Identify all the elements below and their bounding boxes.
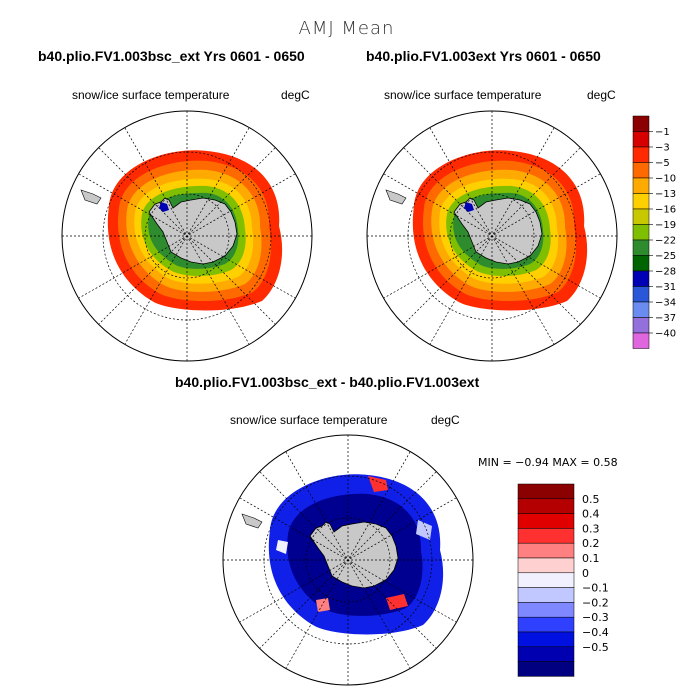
colorbar-label: −19 bbox=[655, 220, 676, 231]
diff-colorbar-label: 0.5 bbox=[582, 493, 600, 506]
weddell-blue-patch bbox=[159, 202, 169, 212]
panel2-case-title: b40.plio.FV1.003ext Yrs 0601 - 0650 bbox=[366, 48, 601, 64]
colorbar-swatch bbox=[632, 317, 650, 334]
diff-colorbar-swatch bbox=[517, 528, 575, 544]
colorbar-label: −3 bbox=[655, 143, 670, 154]
colorbar-swatch bbox=[632, 177, 650, 194]
south-america-tip bbox=[385, 189, 407, 205]
colorbar-label: −40 bbox=[655, 329, 676, 340]
diff-colorbar-swatch bbox=[517, 572, 575, 588]
colorbar-label: −16 bbox=[655, 205, 676, 216]
colorbar-label: −1 bbox=[655, 127, 670, 138]
colorbar-label: −31 bbox=[655, 282, 676, 293]
colorbar-swatch bbox=[632, 162, 650, 179]
colorbar-label: −37 bbox=[655, 313, 676, 324]
colorbar-label: −13 bbox=[655, 189, 676, 200]
diff-colorbar-swatch bbox=[517, 542, 575, 559]
antarctica-landmass bbox=[453, 197, 543, 265]
colorbar-label: −5 bbox=[655, 158, 670, 169]
diff-red-patch bbox=[316, 598, 330, 612]
south-america-tip bbox=[241, 513, 263, 529]
colorbar-swatch bbox=[632, 193, 650, 210]
diff-colorbar-label: 0.2 bbox=[582, 537, 600, 550]
colorbar-swatch bbox=[632, 286, 650, 303]
diff-colorbar-swatch bbox=[517, 498, 575, 514]
colorbar-swatch bbox=[632, 131, 650, 148]
diff-colorbar-swatch bbox=[517, 602, 575, 618]
diff-min-max-stats: MIN = −0.94 MAX = 0.58 bbox=[478, 456, 618, 469]
diff-colorbar-swatch bbox=[517, 483, 575, 500]
panel2-polar-map bbox=[366, 110, 618, 362]
top-colorbar: −1 −3 −5 −10 −13 −16 −19 −22 −25 −28 −31 −34 −37 −40 bbox=[632, 115, 676, 349]
diff-colorbar-swatch bbox=[517, 661, 575, 677]
diff-colorbar-swatch bbox=[517, 631, 575, 648]
diff-colorbar-label: 0.4 bbox=[582, 508, 600, 521]
diff-polar-map bbox=[222, 434, 474, 686]
diff-colorbar-swatch bbox=[517, 557, 575, 574]
diff-colorbar: 0.5 0.40.3 0.2 0.1 0 −0.1−0.2 −0.3 −0.4 −0.5 bbox=[517, 483, 609, 677]
colorbar-label: −25 bbox=[655, 251, 676, 262]
colorbar-label: −28 bbox=[655, 267, 676, 278]
diff-red-patch bbox=[386, 594, 408, 610]
diff-colorbar-label: 0.3 bbox=[582, 522, 600, 535]
colorbar-swatch bbox=[632, 146, 650, 163]
antarctica-landmass bbox=[309, 521, 399, 589]
panel1-case-title: b40.plio.FV1.003bsc_ext Yrs 0601 - 0650 bbox=[38, 48, 305, 64]
main-title: AMJ Mean bbox=[298, 18, 395, 39]
colorbar-swatch bbox=[632, 301, 650, 318]
colorbar-label: −10 bbox=[655, 174, 676, 185]
diff-colorbar-label: 0.1 bbox=[582, 552, 600, 565]
diff-light-patch bbox=[276, 540, 288, 554]
diff-case-title: b40.plio.FV1.003bsc_ext - b40.plio.FV1.0… bbox=[175, 374, 480, 390]
south-america-tip bbox=[80, 189, 102, 205]
diff-colorbar-label: −0.3 bbox=[582, 611, 609, 624]
panel1-variable-label: snow/ice surface temperature bbox=[72, 88, 230, 102]
diff-colorbar-label: −0.4 bbox=[582, 626, 609, 639]
panel1-units-label: degC bbox=[281, 88, 310, 102]
diff-colorbar-swatch bbox=[517, 646, 575, 662]
colorbar-label: −34 bbox=[655, 298, 676, 309]
colorbar-label: −22 bbox=[655, 236, 676, 247]
diff-variable-label: snow/ice surface temperature bbox=[230, 413, 388, 427]
diff-colorbar-label: −0.5 bbox=[582, 641, 609, 654]
colorbar-swatch bbox=[632, 208, 650, 225]
diff-colorbar-label: 0 bbox=[582, 567, 589, 580]
diff-colorbar-label: −0.1 bbox=[582, 582, 609, 595]
colorbar-swatch bbox=[632, 224, 650, 241]
panel1-polar-map bbox=[61, 110, 313, 362]
colorbar-swatch bbox=[632, 270, 650, 287]
antarctica-landmass bbox=[148, 197, 238, 265]
diff-colorbar-swatch bbox=[517, 587, 575, 603]
colorbar-swatch bbox=[632, 255, 650, 272]
diff-colorbar-label: −0.2 bbox=[582, 596, 609, 609]
panel2-units-label: degC bbox=[587, 88, 616, 102]
diff-units-label: degC bbox=[431, 413, 460, 427]
colorbar-swatch bbox=[632, 332, 650, 349]
panel2-variable-label: snow/ice surface temperature bbox=[384, 88, 542, 102]
colorbar-swatch bbox=[632, 115, 650, 132]
diff-colorbar-swatch bbox=[517, 616, 575, 633]
colorbar-swatch bbox=[632, 239, 650, 256]
diff-colorbar-swatch bbox=[517, 513, 575, 529]
